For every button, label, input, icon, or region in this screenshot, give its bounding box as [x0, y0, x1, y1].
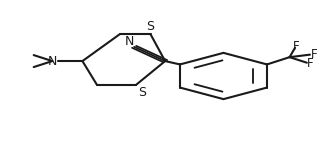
Text: N: N — [48, 55, 57, 68]
Text: F: F — [293, 40, 299, 53]
Text: N: N — [124, 35, 134, 48]
Text: S: S — [146, 20, 155, 33]
Text: F: F — [310, 48, 317, 61]
Text: S: S — [138, 86, 146, 99]
Text: F: F — [307, 57, 313, 70]
